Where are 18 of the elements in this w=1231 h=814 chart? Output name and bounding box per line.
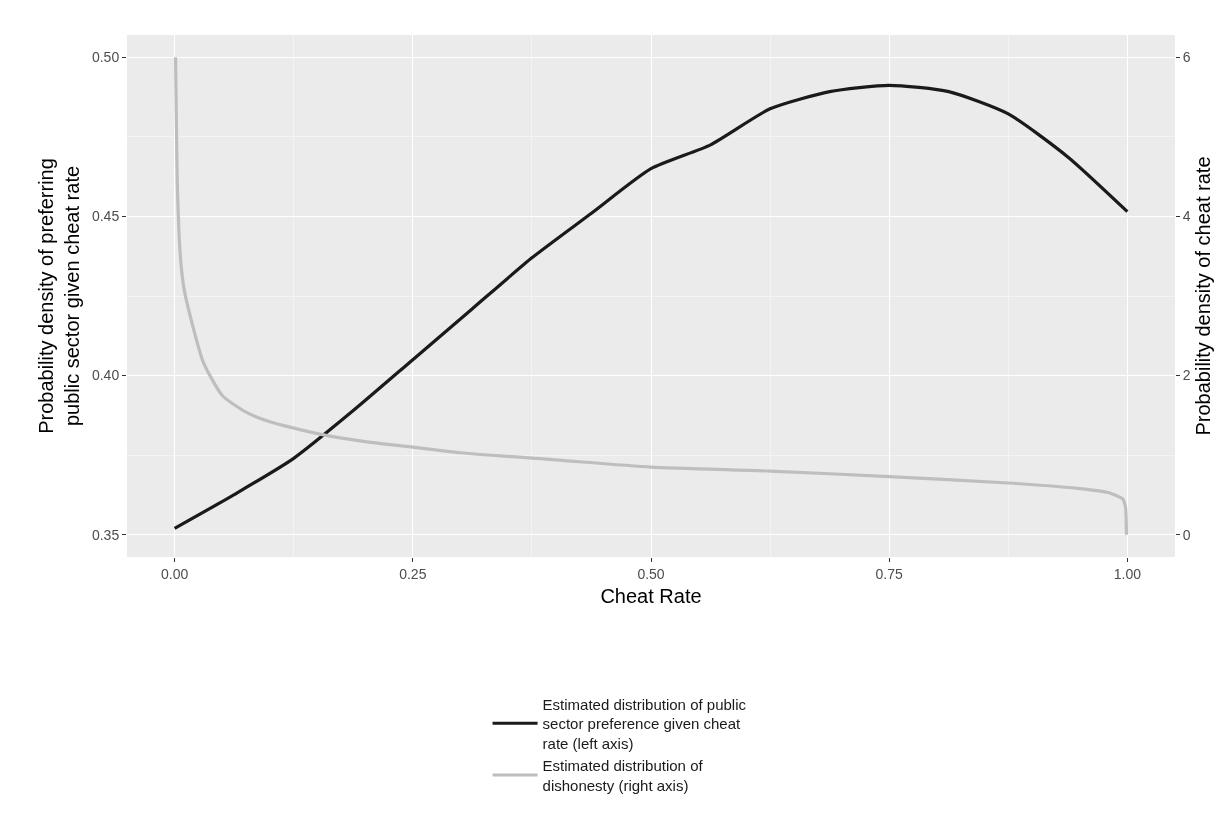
y2-tick-label: 6 bbox=[1182, 49, 1191, 66]
x-tick-label: 1.00 bbox=[1113, 565, 1142, 582]
y-tick-label: 0.35 bbox=[91, 526, 120, 543]
y2-tick-label: 0 bbox=[1182, 526, 1191, 543]
y2-tick-label: 4 bbox=[1182, 208, 1191, 225]
y-tick-label: 0.50 bbox=[91, 49, 120, 66]
y-axis-title: Probability density of preferring public sector given cheat rate bbox=[35, 158, 84, 434]
y-tick-label: 0.40 bbox=[91, 367, 120, 384]
y2-axis-title: Probability density of cheat rate bbox=[1192, 156, 1215, 436]
y-tick-label: 0.45 bbox=[91, 208, 120, 225]
x-axis-title: Cheat Rate bbox=[600, 585, 702, 608]
y2-tick-label: 2 bbox=[1182, 367, 1191, 384]
x-tick-label: 0.75 bbox=[875, 565, 904, 582]
legend-label: Estimated distribution of public sector preference given cheat rate (left axis) bbox=[542, 695, 747, 752]
x-tick-label: 0.25 bbox=[399, 565, 427, 582]
legend-label: Estimated distribution of dishonesty (right axis) bbox=[542, 757, 704, 794]
x-tick-label: 0.50 bbox=[637, 565, 665, 582]
x-tick-label: 0.00 bbox=[161, 565, 189, 582]
